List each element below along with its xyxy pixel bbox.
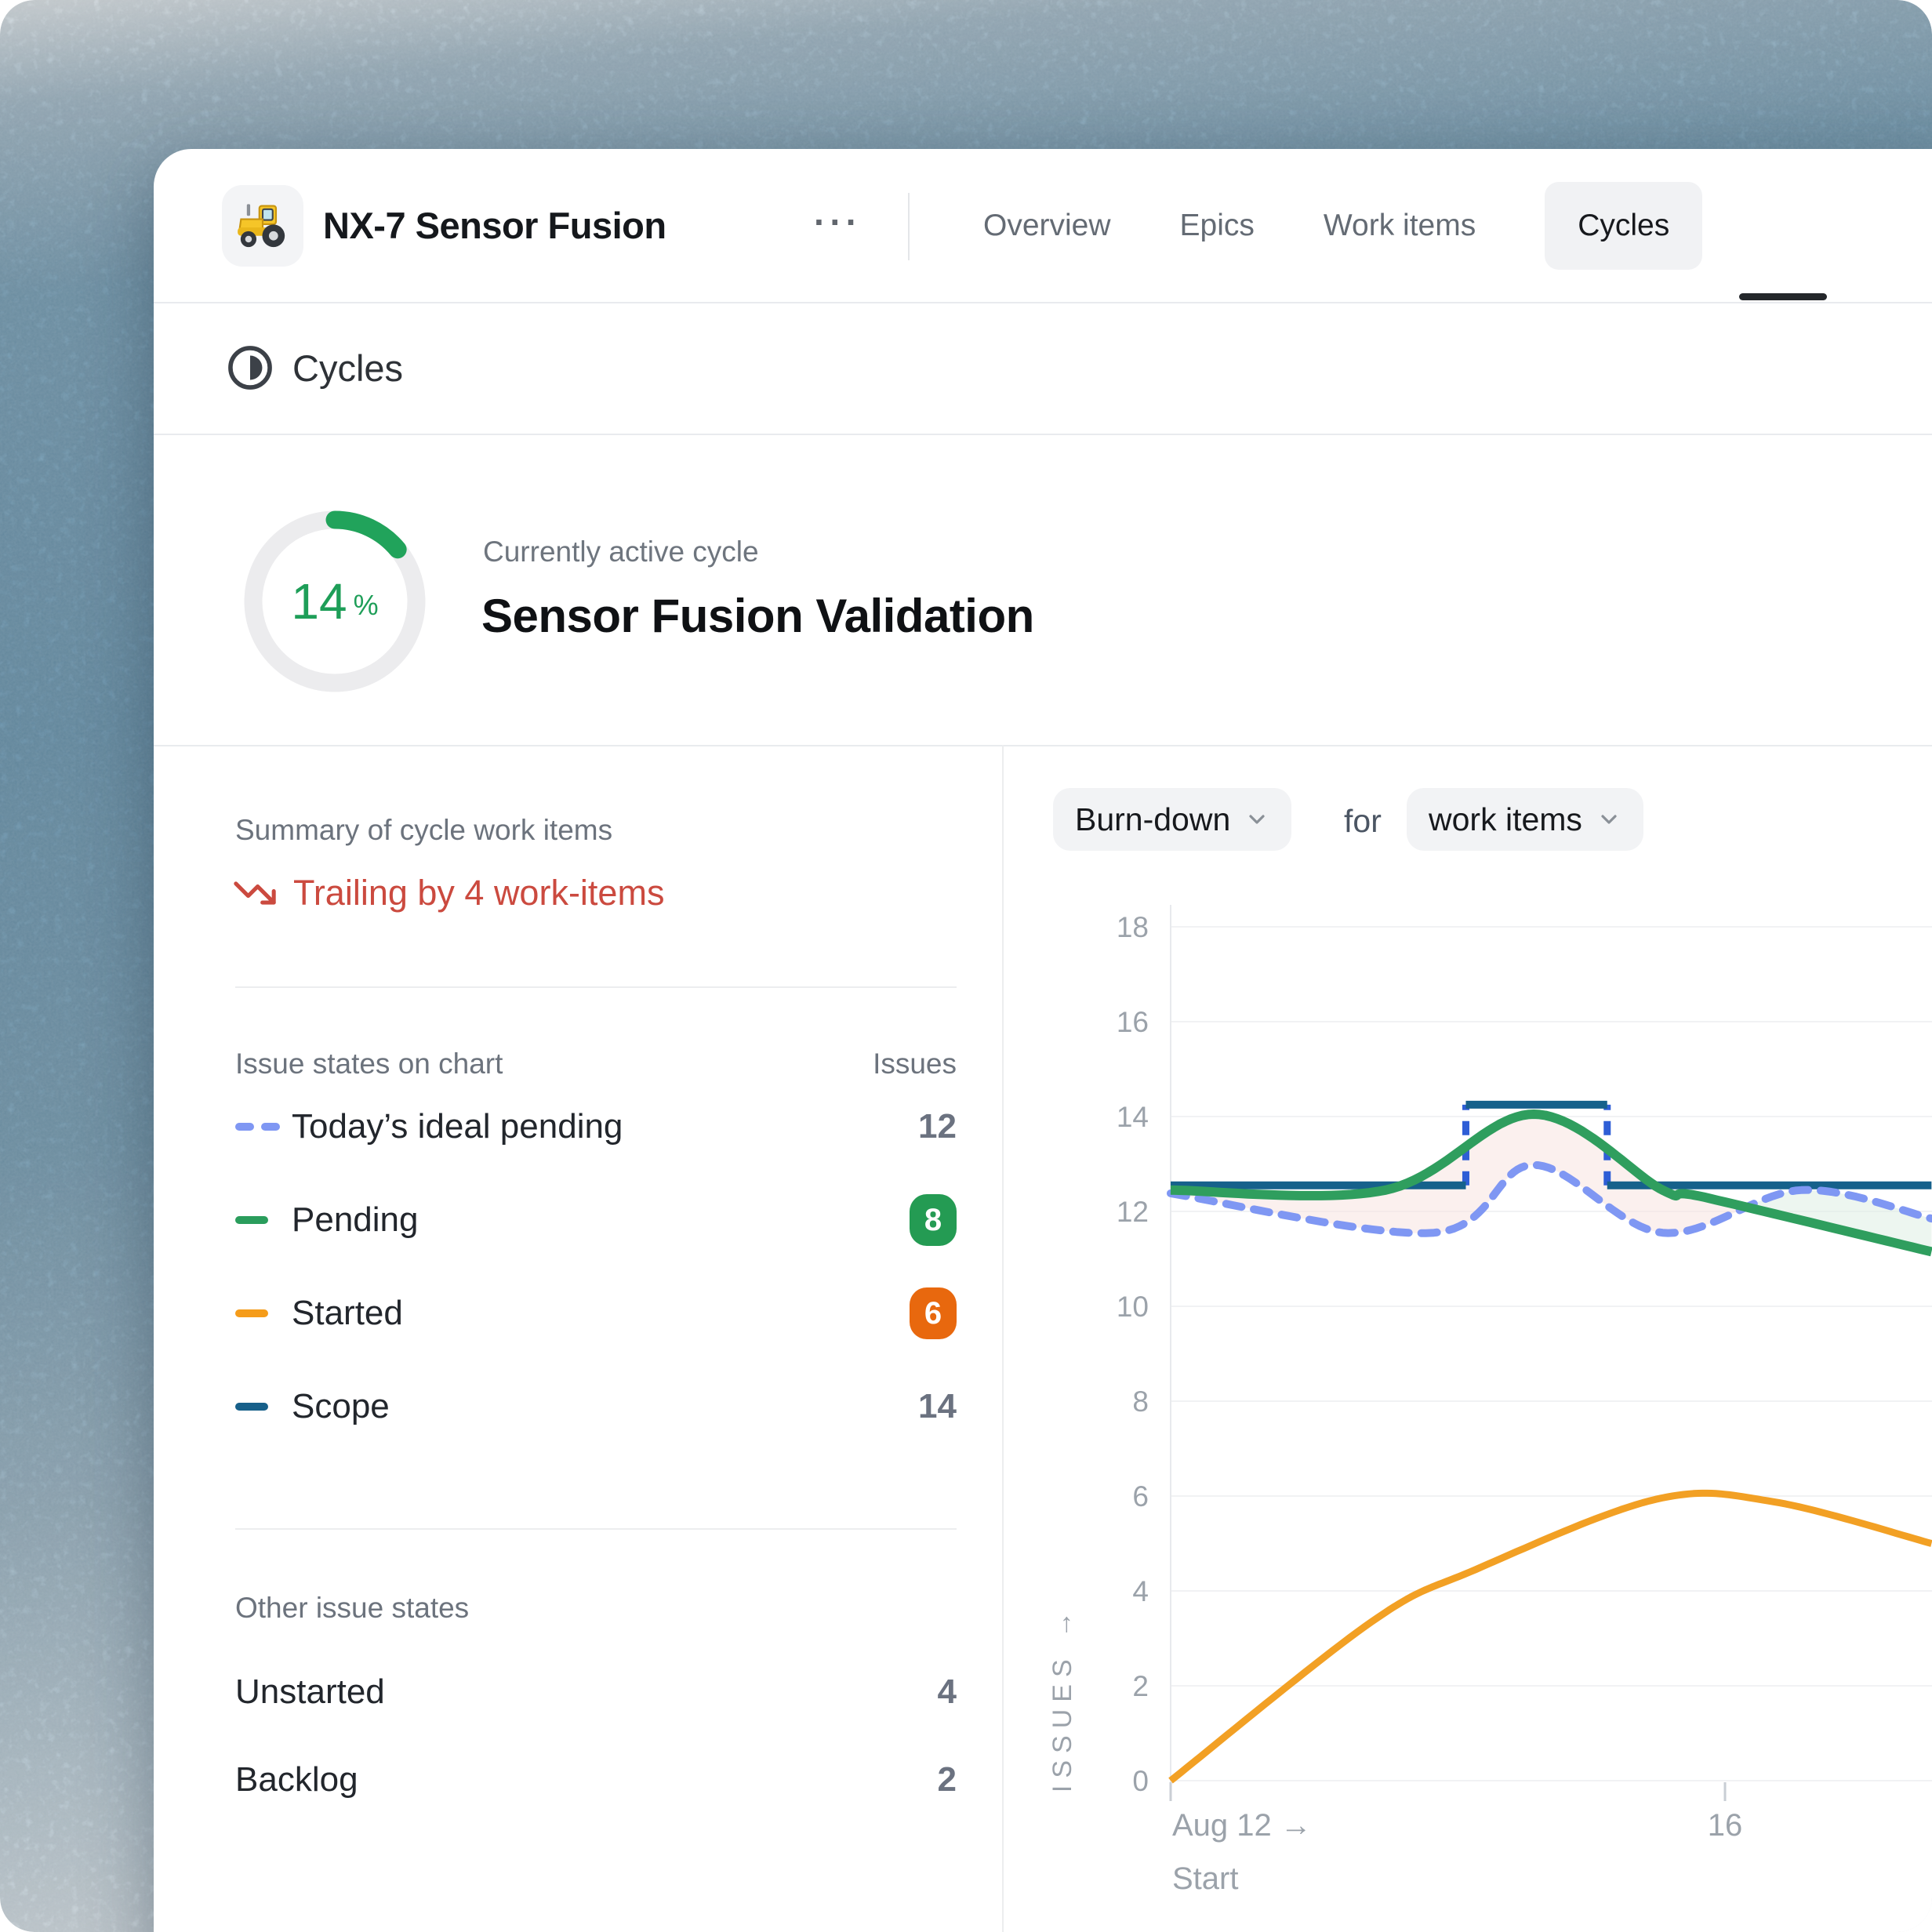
progress-ring-svg [244, 510, 426, 692]
state-label: Unstarted [235, 1672, 385, 1711]
svg-text:10: 10 [1117, 1291, 1149, 1323]
legend-row-started: Started 6 [235, 1287, 957, 1339]
project-icon-button[interactable] [222, 185, 303, 267]
trailing-text: Trailing by 4 work-items [293, 873, 665, 913]
cycle-summary-panel: Summary of cycle work items Trailing by … [154, 745, 1004, 1932]
svg-text:16: 16 [1708, 1808, 1743, 1843]
svg-text:18: 18 [1117, 911, 1149, 943]
progress-percent: 14 % [291, 573, 379, 630]
progress-ring: 14 % [241, 507, 429, 695]
project-header: NX-7 Sensor Fusion ··· Overview Epics Work… [154, 149, 1932, 303]
other-state-row-unstarted: Unstarted 4 [235, 1669, 957, 1716]
svg-text:2: 2 [1132, 1670, 1149, 1702]
tab-overview[interactable]: Overview [983, 208, 1111, 242]
for-label: for [1344, 803, 1382, 839]
active-tab-underline [1739, 293, 1827, 300]
svg-text:Aug 12 →: Aug 12 → [1172, 1808, 1312, 1843]
other-state-row-backlog: Backlog 2 [235, 1756, 957, 1803]
today-s-ideal-pending-swatch-icon [235, 1123, 292, 1131]
state-count: 4 [937, 1672, 957, 1711]
svg-text:ISSUES →: ISSUES → [1048, 1604, 1077, 1792]
issues-column-header: Issues [873, 1048, 957, 1080]
svg-text:Start: Start [1172, 1861, 1238, 1896]
cycles-half-circle-icon [228, 346, 272, 390]
project-more-button[interactable]: ··· [814, 202, 862, 242]
divider [235, 1528, 957, 1530]
chevron-down-icon [1249, 815, 1265, 824]
active-cycle-hero: 14 % Currently active cycle Sensor Fusio… [154, 435, 1932, 746]
legend-label: Scope [292, 1387, 390, 1425]
scope-swatch-icon [235, 1403, 292, 1411]
tab-work-items[interactable]: Work items [1323, 208, 1476, 242]
header-divider [908, 193, 910, 260]
metric-dropdown-value: Burn-down [1075, 801, 1231, 837]
started-swatch-icon [235, 1309, 292, 1317]
legend-row-scope: Scope 14 [235, 1381, 957, 1433]
tractor-emoji-icon [238, 204, 285, 248]
svg-text:12: 12 [1117, 1196, 1149, 1228]
active-cycle-eyebrow: Currently active cycle [483, 536, 759, 568]
other-states-heading: Other issue states [235, 1592, 470, 1624]
project-title: NX-7 Sensor Fusion [323, 205, 666, 246]
legend-label: Started [292, 1294, 403, 1332]
svg-text:8: 8 [1132, 1385, 1149, 1418]
svg-text:4: 4 [1132, 1575, 1149, 1607]
tab-epics[interactable]: Epics [1179, 208, 1255, 242]
section-title: Cycles [292, 347, 404, 389]
svg-text:0: 0 [1132, 1765, 1149, 1797]
metric-dropdown[interactable]: Burn-down [1053, 788, 1292, 851]
app-window: NX-7 Sensor Fusion ··· Overview Epics Work… [154, 149, 1932, 1932]
legend-label: Pending [292, 1200, 419, 1239]
nav-tabs: Overview Epics Work items Cycles [983, 149, 1703, 302]
issue-count: 12 [918, 1107, 957, 1146]
cycle-name: Sensor Fusion Validation [481, 590, 1034, 642]
legend-row-today-s-ideal-pending: Today’s ideal pending 12 [235, 1101, 957, 1153]
scope-dropdown[interactable]: work items [1407, 788, 1643, 851]
issue-count: 14 [918, 1387, 957, 1425]
issue-count-badge: 6 [910, 1287, 957, 1339]
legend-header: Issue states on chart Issues [235, 1048, 957, 1080]
summary-heading: Summary of cycle work items [235, 814, 613, 846]
burndown-chart: 0 2 4 6 8 10 12 14 16 18 Aug 12 → Start 16 ISSUES → [1048, 905, 1932, 1896]
legend-heading: Issue states on chart [235, 1048, 503, 1080]
svg-text:16: 16 [1117, 1006, 1149, 1038]
section-bar: Cycles [154, 302, 1932, 435]
legend-row-pending: Pending 8 [235, 1194, 957, 1246]
state-count: 2 [937, 1760, 957, 1799]
trending-down-icon [234, 881, 276, 905]
chevron-down-icon [1601, 815, 1617, 824]
issue-count-badge: 8 [910, 1194, 957, 1246]
scope-dropdown-value: work items [1429, 801, 1582, 837]
pending-swatch-icon [235, 1216, 292, 1224]
trailing-status: Trailing by 4 work-items [232, 870, 664, 916]
svg-text:6: 6 [1132, 1480, 1149, 1513]
legend-label: Today’s ideal pending [292, 1107, 623, 1146]
svg-text:14: 14 [1117, 1101, 1149, 1133]
state-label: Backlog [235, 1760, 358, 1799]
divider [235, 986, 957, 988]
tab-cycles[interactable]: Cycles [1545, 181, 1703, 270]
